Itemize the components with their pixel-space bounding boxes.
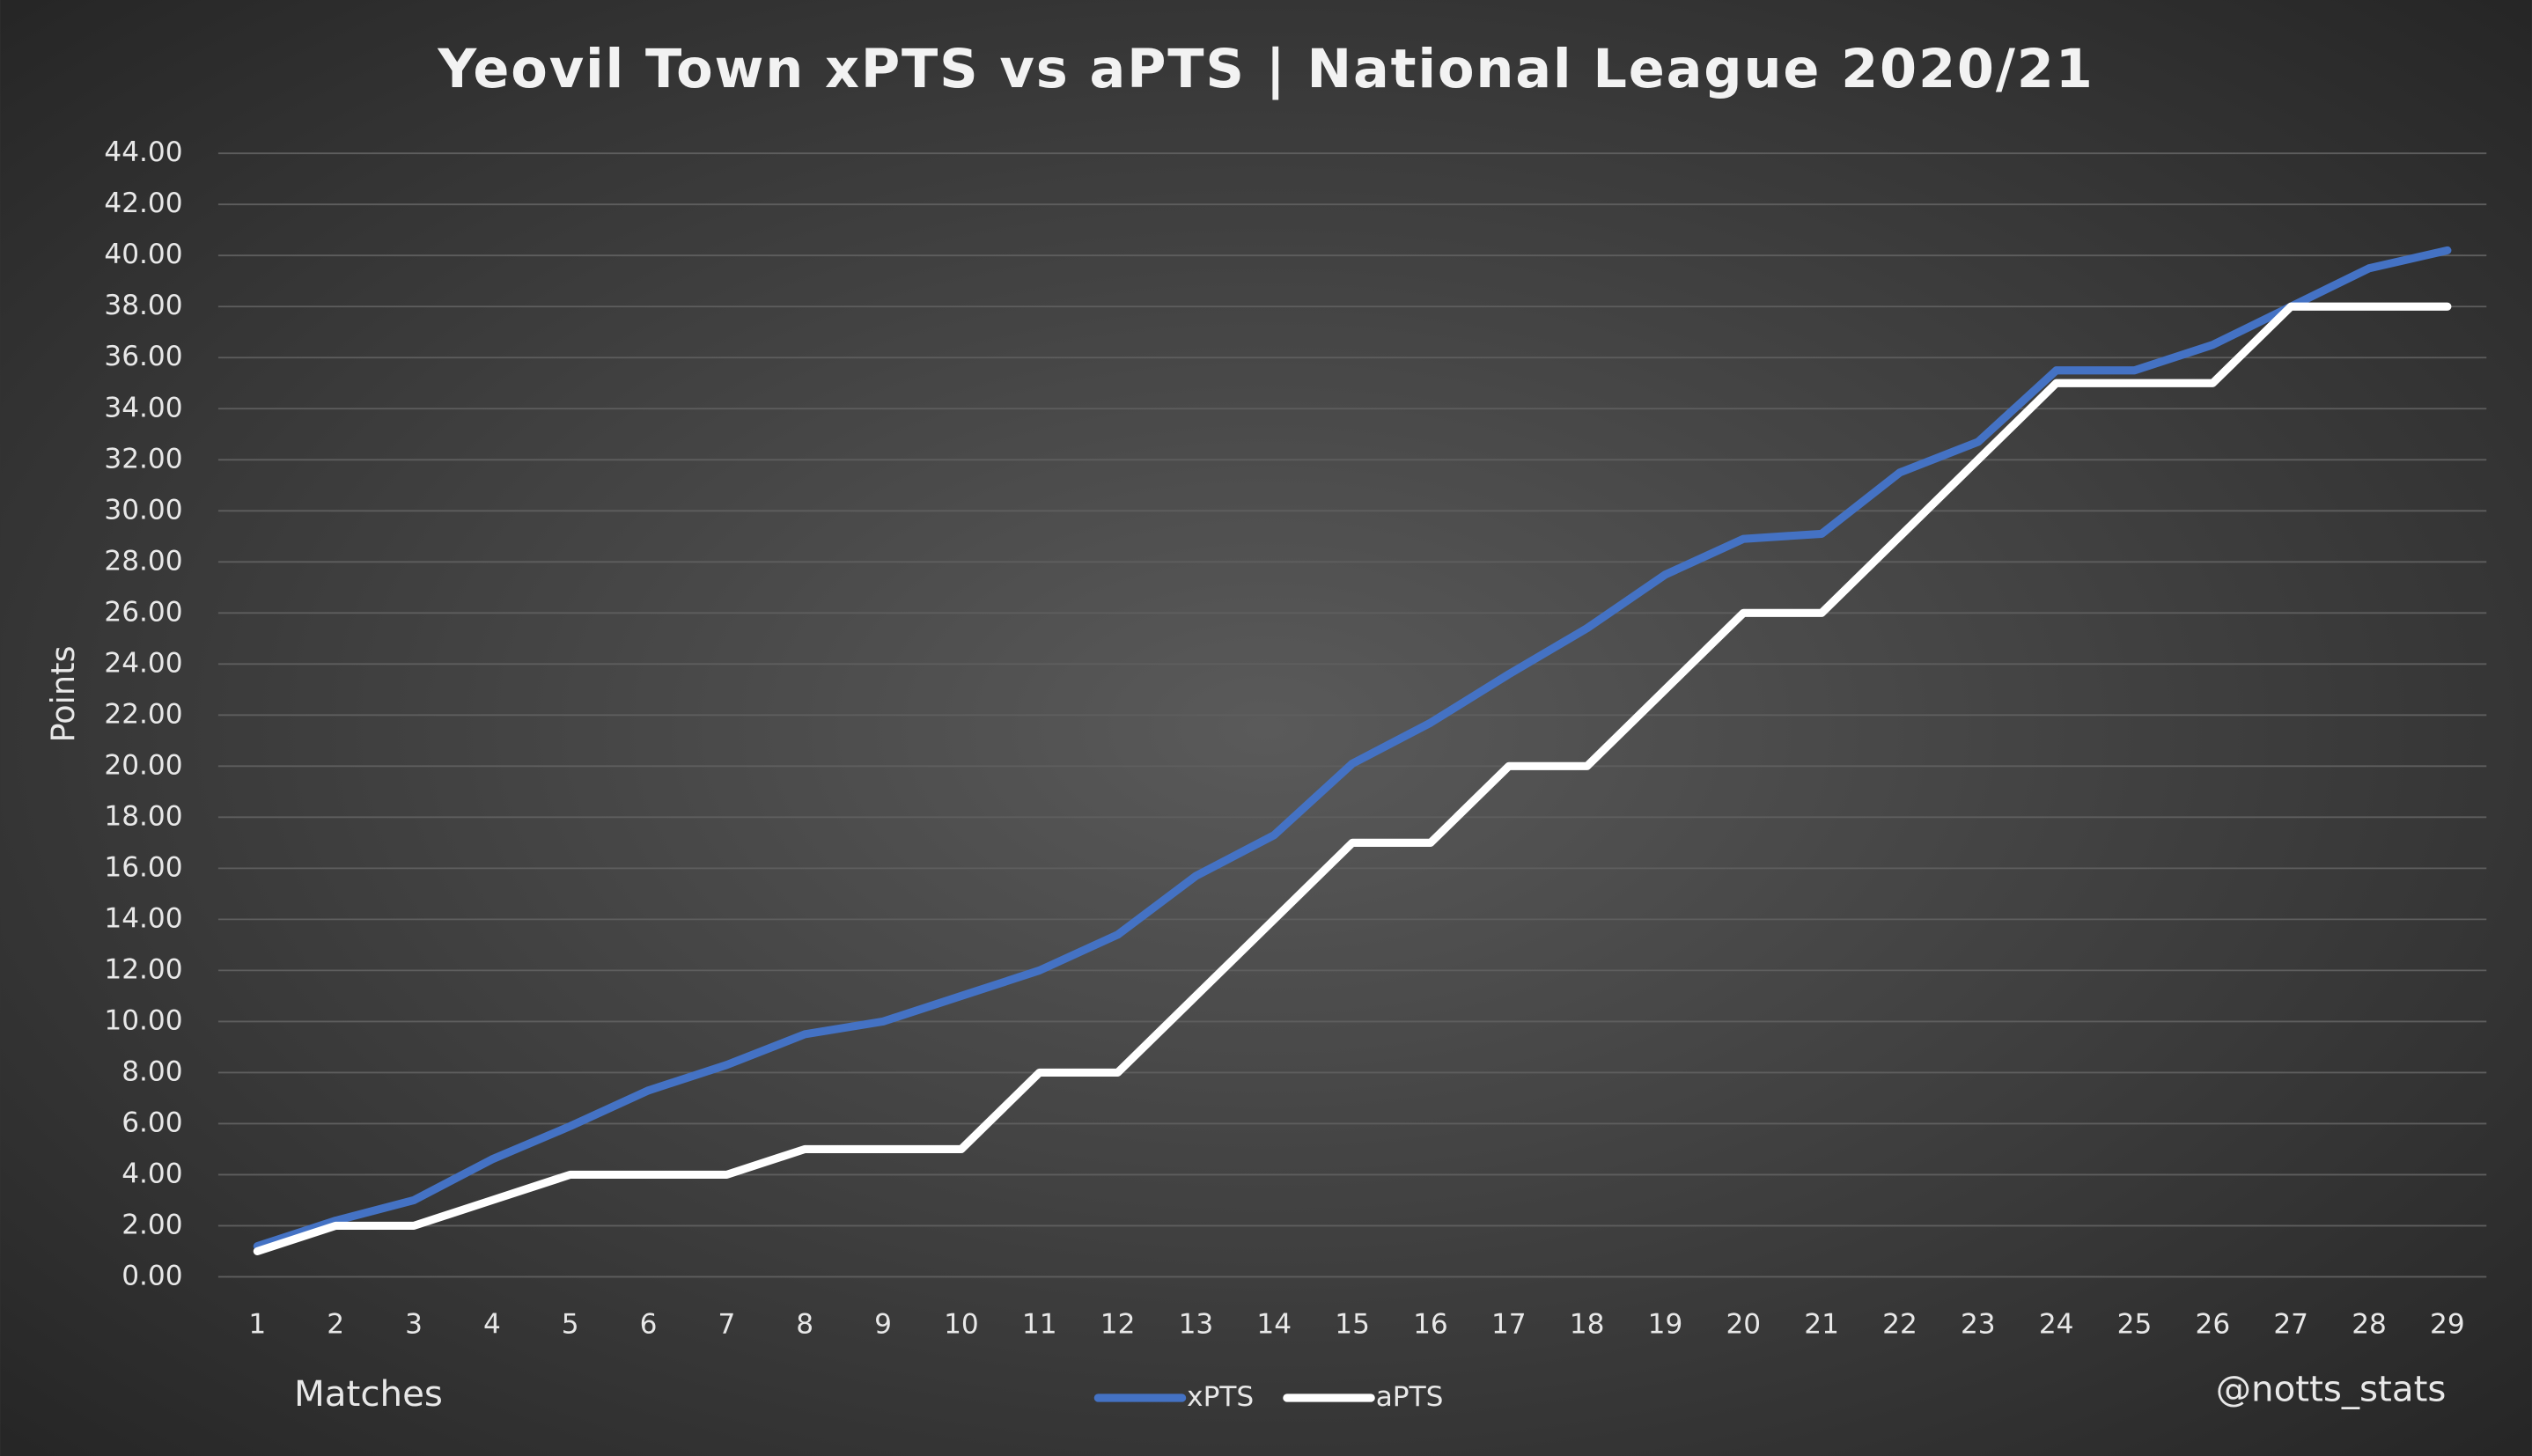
y-tick-label: 4.00 (121, 1158, 182, 1189)
y-tick-label: 22.00 (104, 698, 182, 730)
x-tick-label: 21 (1804, 1308, 1839, 1340)
chart-title: Yeovil Town xPTS vs aPTS | National Leag… (437, 39, 2094, 100)
x-tick-label: 29 (2430, 1308, 2465, 1340)
x-tick-label: 6 (640, 1308, 658, 1340)
x-axis-label: Matches (294, 1373, 443, 1415)
x-tick-label: 20 (1726, 1308, 1761, 1340)
x-tick-label: 18 (1570, 1308, 1605, 1340)
x-tick-label: 9 (874, 1308, 892, 1340)
y-tick-label: 2.00 (121, 1209, 182, 1240)
y-tick-label: 38.00 (104, 290, 182, 321)
y-tick-label: 36.00 (104, 341, 182, 372)
y-tick-label: 0.00 (121, 1260, 182, 1291)
x-tick-label: 3 (405, 1308, 423, 1340)
y-tick-label: 6.00 (121, 1107, 182, 1138)
y-tick-label: 24.00 (104, 647, 182, 679)
y-tick-label: 14.00 (104, 902, 182, 934)
y-tick-label: 40.00 (104, 239, 182, 270)
x-tick-label: 2 (327, 1308, 344, 1340)
legend-label: aPTS (1376, 1381, 1444, 1413)
y-axis-label: Points (44, 645, 82, 742)
y-tick-label: 26.00 (104, 596, 182, 628)
x-tick-label: 28 (2352, 1308, 2387, 1340)
y-tick-label: 10.00 (104, 1004, 182, 1036)
x-tick-label: 10 (944, 1308, 979, 1340)
x-tick-label: 23 (1961, 1308, 1996, 1340)
x-tick-label: 4 (483, 1308, 501, 1340)
x-tick-label: 26 (2196, 1308, 2231, 1340)
y-tick-label: 30.00 (104, 494, 182, 526)
y-tick-label: 20.00 (104, 749, 182, 781)
x-tick-label: 8 (796, 1308, 813, 1340)
x-tick-label: 24 (2039, 1308, 2074, 1340)
y-tick-label: 28.00 (104, 545, 182, 577)
y-tick-label: 16.00 (104, 851, 182, 883)
y-tick-label: 32.00 (104, 443, 182, 474)
x-tick-label: 17 (1491, 1308, 1527, 1340)
y-tick-label: 18.00 (104, 800, 182, 832)
y-tick-label: 44.00 (104, 136, 182, 168)
y-tick-label: 12.00 (104, 953, 182, 985)
y-tick-label: 34.00 (104, 392, 182, 423)
x-tick-label: 16 (1413, 1308, 1448, 1340)
credit: @notts_stats (2216, 1369, 2447, 1410)
x-tick-label: 11 (1022, 1308, 1057, 1340)
x-tick-label: 5 (562, 1308, 579, 1340)
legend-label: xPTS (1187, 1381, 1254, 1413)
series-line (253, 302, 2452, 1256)
x-tick-label: 19 (1648, 1308, 1683, 1340)
y-tick-label: 8.00 (121, 1055, 182, 1087)
x-tick-label: 1 (248, 1308, 266, 1340)
x-tick-label: 7 (718, 1308, 735, 1340)
series-line (253, 246, 2452, 1251)
x-tick-label: 12 (1100, 1308, 1136, 1340)
x-tick-label: 27 (2273, 1308, 2308, 1340)
x-tick-label: 13 (1179, 1308, 1214, 1340)
x-tick-label: 15 (1335, 1308, 1370, 1340)
y-tick-label: 42.00 (104, 188, 182, 219)
x-tick-label: 22 (1882, 1308, 1917, 1340)
x-tick-label: 14 (1256, 1308, 1292, 1340)
x-tick-label: 25 (2117, 1308, 2153, 1340)
